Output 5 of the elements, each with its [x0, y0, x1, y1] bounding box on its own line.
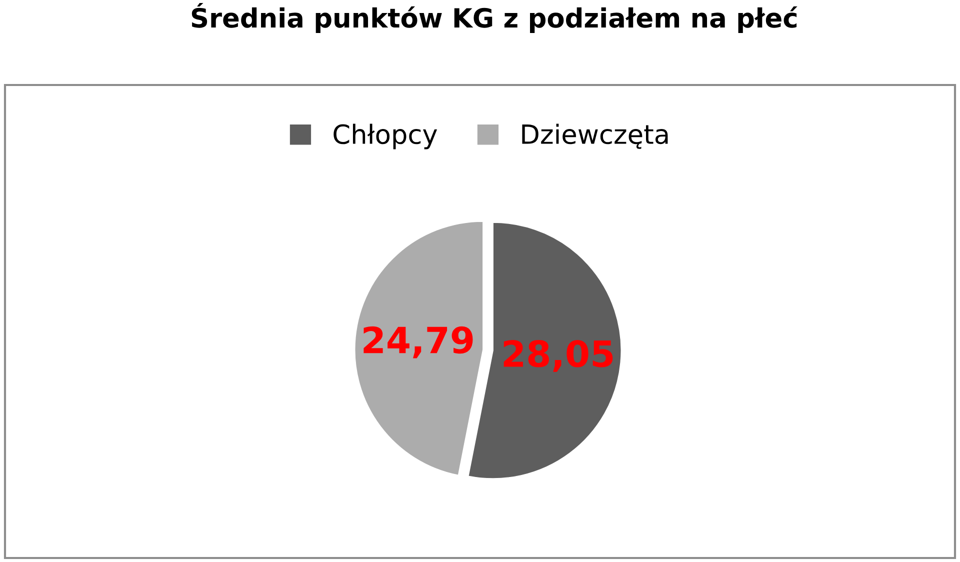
chart-title: Średnia punktów KG z podziałem na płeć — [192, 3, 798, 33]
data-label: 28,05 — [504, 340, 613, 372]
legend-label: Chłopcy — [334, 124, 438, 150]
legend-label: Dziewczęta — [522, 124, 668, 149]
data-label: 24,79 — [364, 326, 473, 358]
